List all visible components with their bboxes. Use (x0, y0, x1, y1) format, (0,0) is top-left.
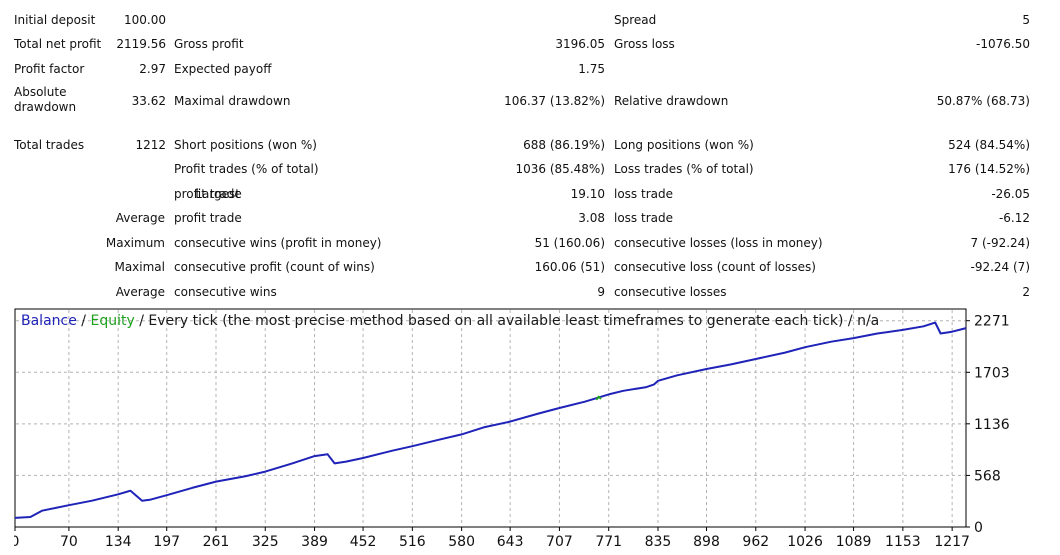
report-summary: Initial deposit 100.00 Spread 5 Total ne… (14, 13, 1031, 299)
maximal-consecutive-profit-label: consecutive profit (count of wins) (174, 260, 375, 274)
average-consecutive-losses-value: 2 (1022, 285, 1030, 299)
loss-trades-label: Loss trades (% of total) (614, 162, 754, 176)
legend-equity: Equity (90, 313, 135, 329)
maximal-consecutive-loss-value: -92.24 (7) (970, 260, 1031, 274)
maximal-consecutive-loss-label: consecutive loss (count of losses) (614, 260, 816, 274)
maximal-consecutive-profit-value: 160.06 (51) (534, 260, 605, 274)
loss-trades-value: 176 (14.52%) (948, 162, 1030, 176)
profit-trades-label: Profit trades (% of total) (174, 162, 319, 176)
total-net-profit-label: Total net profit (14, 37, 102, 51)
relative-drawdown-label: Relative drawdown (614, 94, 729, 108)
x-tick-label: 643 (497, 534, 524, 550)
short-positions-label: Short positions (won %) (174, 138, 317, 152)
expected-payoff-value: 1.75 (578, 62, 605, 76)
x-tick-label: 898 (693, 534, 720, 550)
profit-factor-label: Profit factor (14, 62, 85, 76)
spread-label: Spread (614, 13, 657, 27)
x-tick-label: 771 (595, 534, 622, 550)
maximal-prefix: Maximal (114, 260, 165, 274)
x-tick-label: 325 (252, 534, 279, 550)
x-tick-label: 134 (105, 534, 132, 550)
x-tick-label: 516 (399, 534, 426, 550)
long-positions-value: 524 (84.54%) (948, 138, 1030, 152)
balance-chart-svg: 0 568 1136 1703 2271 0 70 134 197 261 325 389 452 516… (14, 308, 1010, 550)
average-consecutive-wins-value: 9 (597, 285, 605, 299)
maximum-prefix: Maximum (105, 236, 165, 250)
x-tick-label: 835 (645, 534, 672, 550)
series-line-balance (14, 321, 967, 519)
y-tick-label: 568 (974, 468, 1001, 484)
x-tick-label: 962 (742, 534, 769, 550)
largest-profit-trade-value: 19.10 (570, 187, 605, 201)
long-positions-label: Long positions (won %) (614, 138, 754, 152)
y-tick-label: 1703 (974, 365, 1010, 381)
x-tick-label: 261 (203, 534, 230, 550)
x-tick-label: 1026 (787, 534, 823, 550)
max-consecutive-wins-value: 51 (160.06) (534, 236, 605, 250)
total-trades-label: Total trades (14, 138, 85, 152)
expected-payoff-label: Expected payoff (174, 62, 272, 76)
largest-profit-trade-label: profit trade (174, 187, 242, 201)
short-positions-value: 688 (86.19%) (523, 138, 605, 152)
spread-value: 5 (1022, 13, 1030, 27)
y-tick-label: 1136 (974, 417, 1010, 433)
legend-balance: Balance (21, 313, 77, 329)
average-consecutive-prefix: Average (115, 285, 165, 299)
x-tick-label: 452 (350, 534, 377, 550)
absolute-drawdown-value: 33.62 (131, 94, 166, 108)
max-consecutive-losses-label: consecutive losses (loss in money) (614, 236, 823, 250)
total-trades-value: 1212 (135, 138, 166, 152)
average-loss-trade-value: -6.12 (998, 211, 1030, 225)
gross-loss-label: Gross loss (614, 37, 675, 51)
legend-description: / Every tick (the most precise method ba… (134, 313, 880, 329)
max-consecutive-wins-label: consecutive wins (profit in money) (174, 236, 382, 250)
largest-loss-trade-label: loss trade (614, 187, 673, 201)
legend-separator: / (76, 313, 91, 329)
chart-legend: Balance / Equity / Every tick (the most … (21, 313, 879, 329)
average-profit-trade-label: profit trade (174, 211, 242, 225)
x-tick-label: 389 (301, 534, 328, 550)
largest-loss-trade-value: -26.05 (991, 187, 1030, 201)
maximal-drawdown-value: 106.37 (13.82%) (504, 94, 605, 108)
total-net-profit-value: 2119.56 (116, 37, 166, 51)
gross-profit-value: 3196.05 (555, 37, 605, 51)
x-tick-label: 0 (14, 534, 19, 550)
y-tick-label: 0 (974, 520, 983, 536)
relative-drawdown-value: 50.87% (68.73) (936, 94, 1030, 108)
gross-profit-label: Gross profit (174, 37, 244, 51)
x-tick-label: 1153 (885, 534, 921, 550)
x-tick-label: 197 (153, 534, 180, 550)
average-loss-trade-label: loss trade (614, 211, 673, 225)
x-tick-label: 1217 (934, 534, 970, 550)
max-consecutive-losses-value: 7 (-92.24) (970, 236, 1031, 250)
average-consecutive-wins-label: consecutive wins (174, 285, 277, 299)
series-line-equity (595, 395, 602, 401)
average-prefix: Average (115, 211, 165, 225)
initial-deposit-value: 100.00 (124, 13, 166, 27)
balance-chart: 0 568 1136 1703 2271 0 70 134 197 261 325 389 452 516… (14, 308, 1054, 555)
x-tick-label: 707 (546, 534, 573, 550)
y-tick-label: 2271 (974, 314, 1010, 330)
x-tick-label: 580 (448, 534, 475, 550)
absolute-drawdown-label: Absolute drawdown (14, 85, 77, 114)
x-tick-label: 70 (60, 534, 78, 550)
average-profit-trade-value: 3.08 (578, 211, 605, 225)
plot-frame (14, 308, 967, 528)
profit-trades-value: 1036 (85.48%) (515, 162, 605, 176)
profit-factor-value: 2.97 (139, 62, 166, 76)
gross-loss-value: -1076.50 (976, 37, 1030, 51)
maximal-drawdown-label: Maximal drawdown (174, 94, 291, 108)
x-tick-label: 1089 (836, 534, 872, 550)
largest-prefix: Largest (195, 187, 240, 201)
average-consecutive-losses-label: consecutive losses (614, 285, 727, 299)
initial-deposit-label: Initial deposit (14, 13, 96, 27)
